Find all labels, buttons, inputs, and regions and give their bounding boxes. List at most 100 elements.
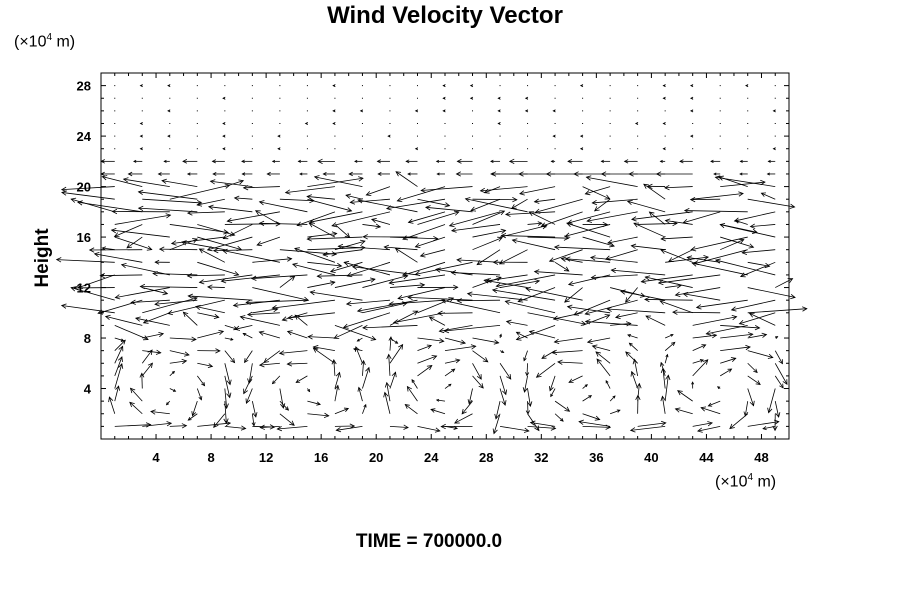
wind-vector — [548, 249, 583, 263]
vector-shaft — [499, 388, 506, 406]
vector-shaft — [774, 375, 784, 389]
vector-head — [448, 383, 452, 387]
vector-shaft — [511, 198, 528, 209]
vector-head — [436, 172, 440, 176]
calm-point — [472, 148, 474, 150]
wind-vector — [647, 183, 666, 190]
wind-vector — [591, 344, 611, 352]
calm-point — [389, 97, 391, 99]
calm-point — [114, 110, 116, 112]
vector-shaft — [310, 291, 363, 301]
wind-vector — [139, 372, 145, 389]
vector-head — [129, 401, 135, 408]
vector-shaft — [662, 368, 666, 389]
wind-vector — [196, 110, 198, 112]
vector-shaft — [102, 247, 115, 251]
vector-head — [343, 260, 350, 266]
wind-vector — [648, 211, 666, 225]
wind-vector — [142, 421, 173, 427]
vector-shaft — [235, 325, 253, 330]
vector-head — [772, 109, 776, 113]
calm-point — [196, 97, 198, 99]
wind-vector — [389, 424, 409, 430]
vector-shaft — [114, 386, 119, 402]
wind-vector — [417, 425, 441, 433]
vector-shaft — [692, 316, 737, 326]
vector-head — [258, 200, 265, 206]
vector-head — [317, 158, 323, 164]
vector-head — [755, 380, 761, 385]
vector-head — [752, 228, 758, 234]
vector-shaft — [565, 258, 611, 263]
vector-head — [644, 296, 650, 303]
vector-head — [564, 256, 571, 262]
vector-head — [775, 336, 779, 339]
wind-vector — [610, 287, 646, 298]
vector-head — [453, 210, 460, 216]
vector-head — [553, 244, 560, 250]
vector-shaft — [697, 425, 721, 432]
wind-vector — [472, 228, 507, 238]
wind-vector — [607, 236, 638, 245]
wind-vector — [745, 84, 749, 88]
calm-point — [719, 135, 721, 137]
vector-head — [660, 361, 665, 367]
wind-vector — [692, 344, 707, 352]
wind-vector — [733, 211, 776, 223]
wind-vector — [259, 424, 280, 430]
calm-point — [251, 148, 253, 150]
wind-vector — [664, 135, 666, 137]
vector-head — [218, 329, 225, 335]
vector-shaft — [472, 350, 489, 363]
vector-head — [182, 159, 188, 164]
vector-head — [440, 423, 446, 430]
wind-vector — [279, 85, 281, 87]
calm-point — [774, 135, 776, 137]
wind-vector — [297, 159, 308, 163]
vector-head — [234, 325, 241, 331]
wind-vector — [169, 388, 177, 392]
vector-head — [479, 187, 486, 194]
calm-point — [251, 85, 253, 87]
chart-title: Wind Velocity Vector — [327, 2, 563, 29]
calm-point — [169, 97, 171, 99]
vector-shaft — [263, 350, 281, 363]
vector-shaft — [565, 224, 611, 237]
vector-shaft — [468, 388, 473, 404]
vector-shaft — [130, 387, 143, 402]
calm-point — [472, 110, 474, 112]
wind-vector — [533, 198, 556, 204]
vector-shaft — [224, 350, 235, 363]
wind-vector — [747, 350, 774, 359]
vector-head — [122, 177, 129, 183]
wind-vector — [774, 350, 783, 365]
wind-vector — [196, 148, 198, 150]
wind-vector — [357, 386, 363, 402]
vector-head — [790, 293, 796, 300]
wind-vector — [279, 122, 281, 124]
wind-vector — [664, 184, 693, 191]
vector-head — [625, 351, 631, 357]
x-tick-label: 48 — [754, 450, 768, 465]
vector-head — [620, 289, 626, 295]
wind-vector — [659, 299, 693, 314]
vector-head — [295, 378, 301, 383]
vector-head — [497, 236, 503, 242]
vector-head — [93, 251, 100, 258]
wind-vector — [194, 304, 225, 314]
calm-point — [609, 148, 611, 150]
wind-vector — [664, 334, 674, 339]
wind-vector — [114, 422, 152, 428]
wind-vector — [767, 388, 776, 414]
wind-vector — [747, 332, 768, 339]
wind-vector — [590, 274, 638, 280]
vector-shaft — [582, 395, 592, 402]
vector-head — [184, 351, 190, 357]
vector-shaft — [248, 363, 253, 384]
vector-head — [139, 134, 143, 138]
vector-head — [741, 249, 748, 255]
vector-head — [552, 134, 556, 138]
wind-vector — [730, 299, 776, 312]
vector-head — [362, 325, 368, 331]
vector-shaft — [637, 383, 640, 402]
